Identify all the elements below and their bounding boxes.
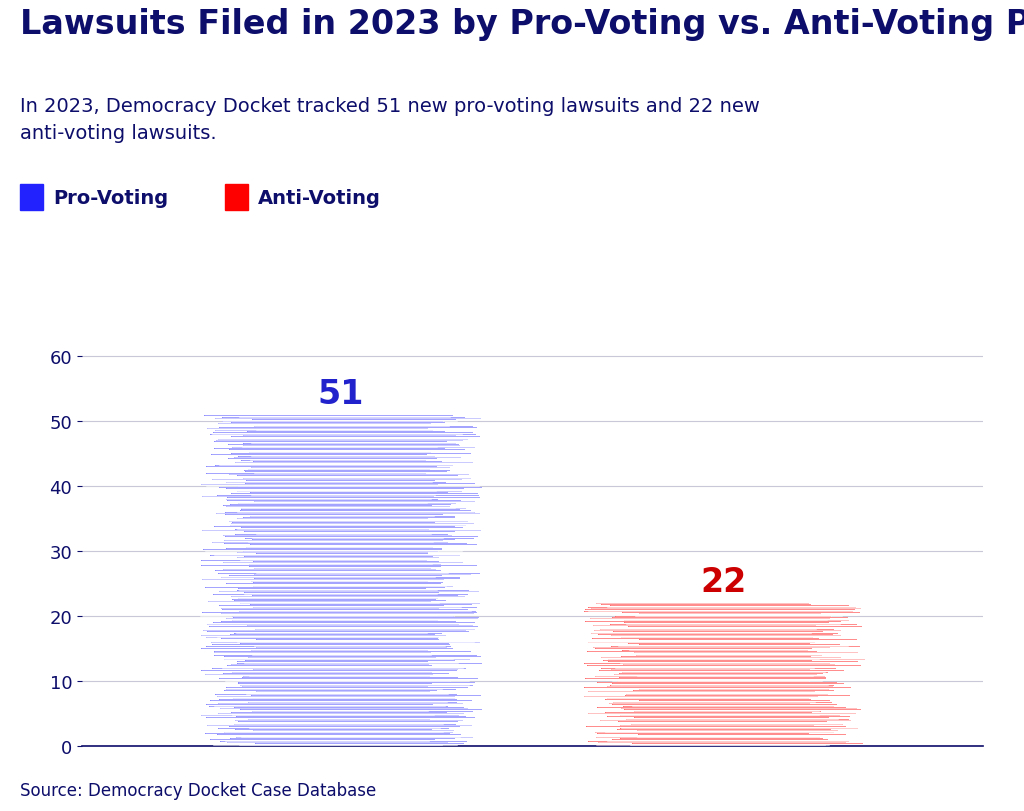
Text: Lawsuits Filed in 2023 by Pro-Voting vs. Anti-Voting Parties: Lawsuits Filed in 2023 by Pro-Voting vs.…	[20, 8, 1024, 41]
Text: In 2023, Democracy Docket tracked 51 new pro-voting lawsuits and 22 new
anti-vot: In 2023, Democracy Docket tracked 51 new…	[20, 97, 761, 143]
Text: Pro-Voting: Pro-Voting	[53, 188, 168, 208]
Text: Source: Democracy Docket Case Database: Source: Democracy Docket Case Database	[20, 781, 377, 799]
Text: 22: 22	[700, 565, 748, 599]
Text: Anti-Voting: Anti-Voting	[258, 188, 381, 208]
Text: 51: 51	[317, 377, 365, 410]
